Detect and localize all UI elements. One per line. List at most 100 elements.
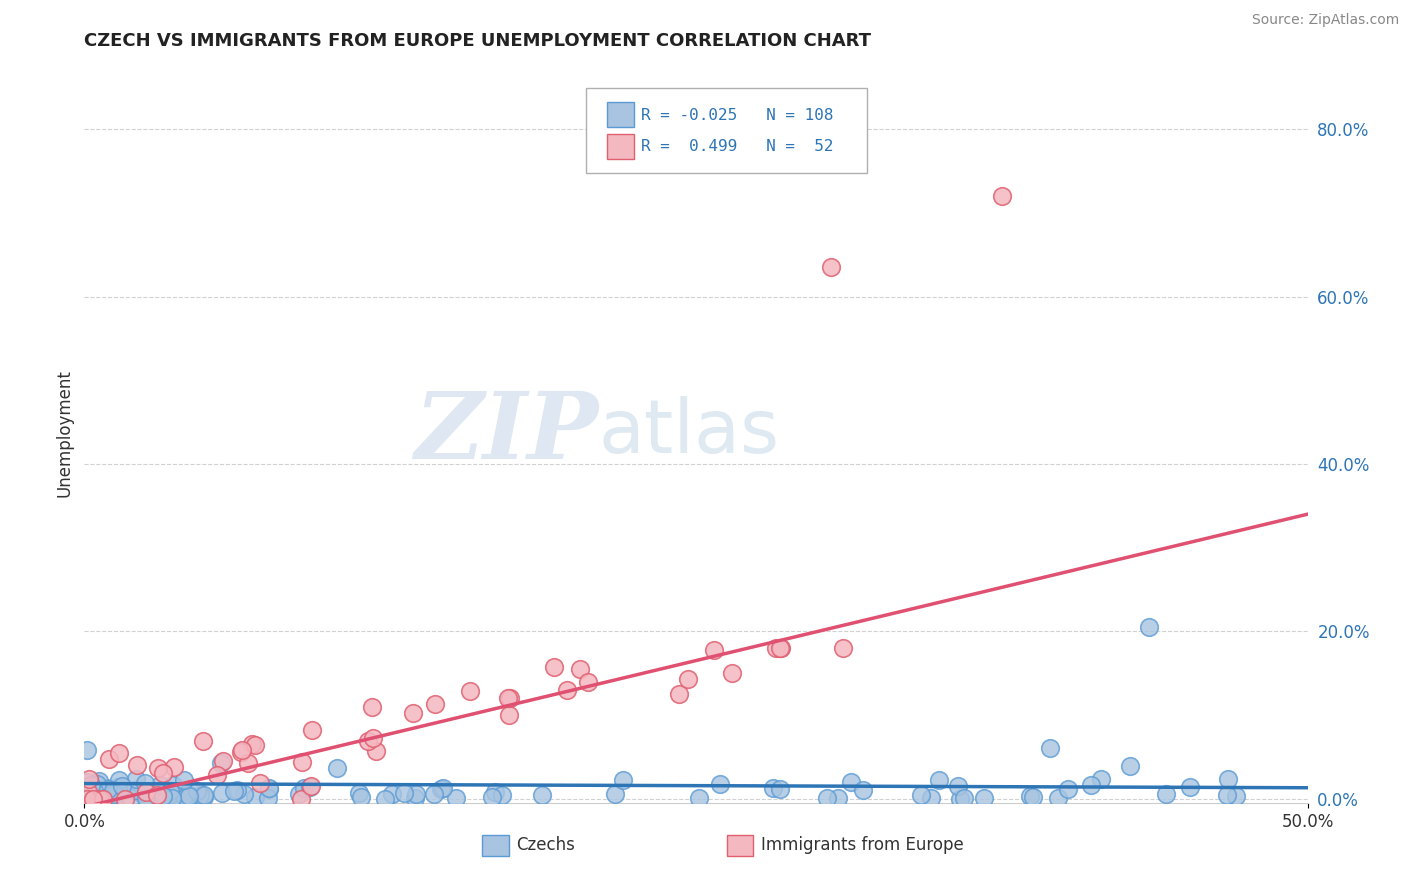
Point [236, 756, 259, 771]
Point [392, 786, 415, 800]
Point [612, 773, 634, 788]
Point [720, 666, 742, 681]
Point [114, 791, 136, 805]
Point [1019, 789, 1042, 804]
Text: Czechs: Czechs [516, 836, 575, 854]
Point [491, 788, 513, 802]
Point [82, 791, 104, 805]
Point [160, 790, 183, 805]
Point [231, 743, 253, 757]
Point [1225, 789, 1247, 803]
Point [162, 784, 184, 798]
Point [531, 788, 554, 802]
Point [125, 772, 148, 786]
Point [97, 781, 120, 796]
Point [101, 785, 124, 799]
Point [831, 640, 853, 655]
Point [1057, 781, 1080, 796]
Point [543, 659, 565, 673]
Point [827, 791, 849, 805]
Point [820, 260, 842, 275]
Point [83, 784, 105, 798]
Point [207, 767, 229, 781]
Point [177, 789, 200, 804]
Text: Immigrants from Europe: Immigrants from Europe [761, 836, 963, 854]
Text: R = -0.025   N = 108: R = -0.025 N = 108 [641, 108, 834, 122]
Point [768, 640, 790, 655]
Point [1180, 780, 1202, 795]
Point [364, 744, 387, 758]
Point [159, 784, 181, 798]
Point [179, 788, 201, 802]
Point [1118, 758, 1140, 772]
Point [1039, 740, 1062, 755]
Point [188, 789, 211, 803]
Point [569, 662, 592, 676]
Point [173, 789, 195, 803]
Point [173, 787, 195, 801]
Point [124, 782, 146, 797]
Point [129, 783, 152, 797]
Point [98, 751, 121, 765]
Point [76, 742, 98, 756]
Point [910, 788, 932, 802]
Point [668, 687, 690, 701]
Point [299, 780, 322, 794]
Point [973, 791, 995, 805]
Point [76, 789, 98, 803]
Point [212, 755, 235, 769]
Point [94, 781, 117, 796]
Point [374, 791, 396, 805]
Point [76, 786, 98, 800]
Point [76, 785, 98, 799]
Point [257, 782, 280, 797]
Point [949, 791, 972, 805]
Point [191, 734, 214, 748]
Point [301, 723, 323, 738]
Point [1080, 778, 1102, 792]
Point [444, 791, 467, 805]
Point [349, 786, 371, 800]
Point [357, 734, 380, 748]
Point [80, 787, 103, 801]
Point [243, 738, 266, 752]
Point [769, 640, 792, 655]
Point [186, 784, 208, 798]
Point [709, 777, 731, 791]
Point [127, 784, 149, 798]
Point [432, 781, 454, 796]
Point [769, 781, 792, 796]
Point [1137, 620, 1160, 634]
Point [97, 790, 120, 805]
Point [1216, 788, 1239, 802]
Point [209, 756, 232, 770]
Point [703, 642, 725, 657]
Point [152, 766, 174, 780]
FancyBboxPatch shape [586, 88, 868, 173]
Point [163, 759, 186, 773]
Point [765, 641, 787, 656]
Point [290, 756, 312, 770]
Point [145, 789, 167, 804]
Point [224, 784, 246, 798]
Point [1156, 787, 1178, 801]
Point [111, 780, 134, 794]
Point [193, 789, 215, 803]
Point [953, 791, 976, 805]
Point [458, 684, 481, 698]
Point [79, 778, 101, 792]
Point [256, 791, 278, 805]
Point [852, 783, 875, 797]
Point [79, 790, 101, 805]
Text: atlas: atlas [598, 396, 779, 469]
Point [173, 773, 195, 788]
Y-axis label: Unemployment: Unemployment [55, 368, 73, 497]
Point [605, 787, 627, 801]
Point [240, 737, 263, 751]
Point [920, 791, 942, 805]
Point [104, 784, 127, 798]
Point [1022, 790, 1045, 805]
Point [290, 791, 312, 805]
Text: ZIP: ZIP [413, 388, 598, 477]
Point [249, 776, 271, 790]
